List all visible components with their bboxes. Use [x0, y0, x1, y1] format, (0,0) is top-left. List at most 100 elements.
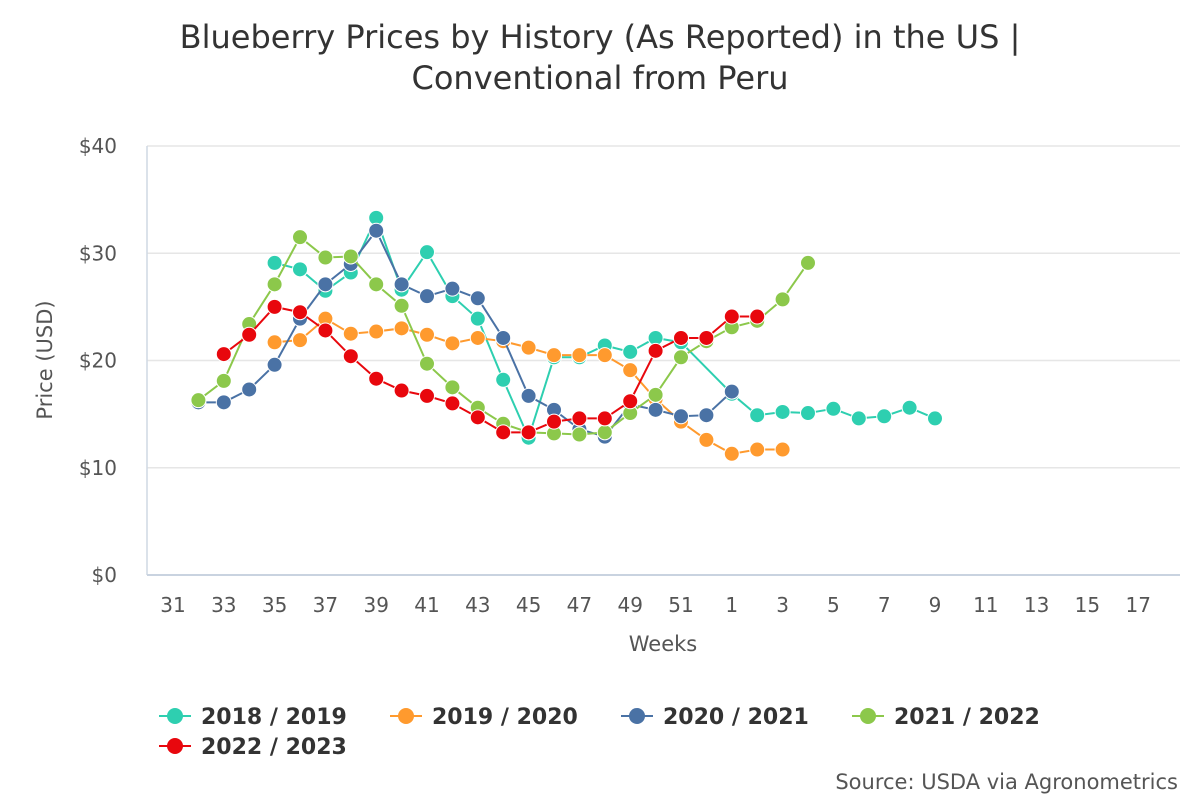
data-point[interactable]: [368, 222, 385, 239]
data-point[interactable]: [774, 403, 791, 420]
data-point[interactable]: [215, 346, 232, 363]
legend-item[interactable]: 2020 / 2021: [621, 705, 809, 730]
data-point[interactable]: [266, 356, 283, 373]
data-point[interactable]: [215, 372, 232, 389]
x-tick-label: 39: [363, 593, 388, 617]
data-point[interactable]: [622, 362, 639, 379]
x-tick-label: 37: [313, 593, 338, 617]
data-point[interactable]: [469, 310, 486, 327]
data-point[interactable]: [520, 424, 537, 441]
data-point[interactable]: [571, 410, 588, 427]
data-point[interactable]: [749, 441, 766, 458]
legend-item[interactable]: 2021 / 2022: [852, 705, 1040, 730]
data-point[interactable]: [520, 339, 537, 356]
data-point[interactable]: [469, 290, 486, 307]
data-point[interactable]: [241, 326, 258, 343]
legend-marker: [167, 738, 183, 754]
data-point[interactable]: [596, 347, 613, 364]
data-point[interactable]: [317, 276, 334, 293]
data-point[interactable]: [673, 329, 689, 346]
x-axis-ticks: 31 33 35 37 39 41 43 45 47 49 51 1 3 5 7 9 11 13 15 17: [160, 593, 1151, 617]
data-point[interactable]: [495, 424, 512, 441]
data-point[interactable]: [698, 329, 715, 346]
data-point[interactable]: [342, 348, 359, 365]
data-point[interactable]: [419, 288, 435, 305]
data-point[interactable]: [215, 394, 232, 411]
data-point[interactable]: [622, 343, 639, 360]
x-tick-label: 47: [567, 593, 592, 617]
data-point[interactable]: [368, 276, 385, 293]
data-point[interactable]: [317, 322, 334, 339]
data-point[interactable]: [647, 386, 664, 403]
data-point[interactable]: [876, 408, 893, 425]
data-point[interactable]: [444, 280, 461, 297]
legend-item[interactable]: 2019 / 2020: [390, 705, 578, 730]
data-point[interactable]: [292, 261, 308, 278]
data-point[interactable]: [723, 445, 740, 462]
data-point[interactable]: [393, 382, 410, 399]
data-point[interactable]: [444, 379, 461, 396]
data-point[interactable]: [698, 431, 715, 448]
legend[interactable]: 2018 / 2019 2019 / 2020 2020 / 2021 2021 / …: [159, 705, 1040, 760]
data-point[interactable]: [647, 401, 664, 418]
axes: [146, 146, 1180, 576]
data-point[interactable]: [469, 329, 486, 346]
data-point[interactable]: [419, 355, 435, 372]
data-point[interactable]: [749, 308, 766, 325]
legend-label: 2021 / 2022: [894, 705, 1040, 730]
data-point[interactable]: [368, 370, 385, 387]
data-point[interactable]: [393, 297, 410, 314]
data-point[interactable]: [571, 426, 588, 443]
data-point[interactable]: [800, 254, 816, 271]
data-point[interactable]: [622, 393, 639, 410]
data-point[interactable]: [266, 334, 283, 351]
y-tick-label: $20: [79, 349, 117, 373]
data-point[interactable]: [241, 381, 258, 398]
data-point[interactable]: [698, 407, 715, 424]
data-point[interactable]: [292, 304, 308, 321]
data-point[interactable]: [444, 335, 461, 352]
data-point[interactable]: [190, 392, 207, 409]
data-point[interactable]: [419, 387, 435, 404]
data-point[interactable]: [673, 349, 689, 366]
data-point[interactable]: [419, 326, 435, 343]
data-point[interactable]: [419, 244, 435, 261]
data-point[interactable]: [723, 308, 740, 325]
data-point[interactable]: [749, 407, 766, 424]
data-point[interactable]: [850, 410, 867, 427]
data-point[interactable]: [368, 323, 385, 340]
data-point[interactable]: [571, 347, 588, 364]
data-point[interactable]: [393, 320, 410, 337]
data-point[interactable]: [292, 229, 308, 246]
data-point[interactable]: [774, 441, 791, 458]
data-point[interactable]: [723, 383, 740, 400]
data-point[interactable]: [546, 347, 562, 364]
legend-marker: [398, 708, 414, 724]
data-point[interactable]: [495, 329, 512, 346]
data-point[interactable]: [469, 409, 486, 426]
data-point[interactable]: [774, 291, 791, 308]
data-point[interactable]: [546, 413, 562, 430]
data-point[interactable]: [342, 248, 359, 265]
legend-item[interactable]: 2022 / 2023: [159, 735, 347, 760]
legend-item[interactable]: 2018 / 2019: [159, 705, 347, 730]
data-point[interactable]: [673, 408, 689, 425]
data-point[interactable]: [266, 298, 283, 315]
data-point[interactable]: [596, 410, 613, 427]
data-point[interactable]: [317, 249, 334, 266]
data-point[interactable]: [495, 371, 512, 388]
data-point[interactable]: [444, 395, 461, 412]
data-point[interactable]: [292, 332, 308, 349]
data-point[interactable]: [266, 254, 283, 271]
data-point[interactable]: [596, 424, 613, 441]
data-point[interactable]: [647, 342, 664, 359]
data-point[interactable]: [266, 276, 283, 293]
data-point[interactable]: [393, 276, 410, 293]
data-point[interactable]: [342, 325, 359, 342]
data-point[interactable]: [520, 387, 537, 404]
data-point[interactable]: [825, 400, 842, 417]
data-point[interactable]: [800, 405, 816, 422]
data-point[interactable]: [901, 399, 918, 416]
data-point[interactable]: [927, 410, 943, 427]
